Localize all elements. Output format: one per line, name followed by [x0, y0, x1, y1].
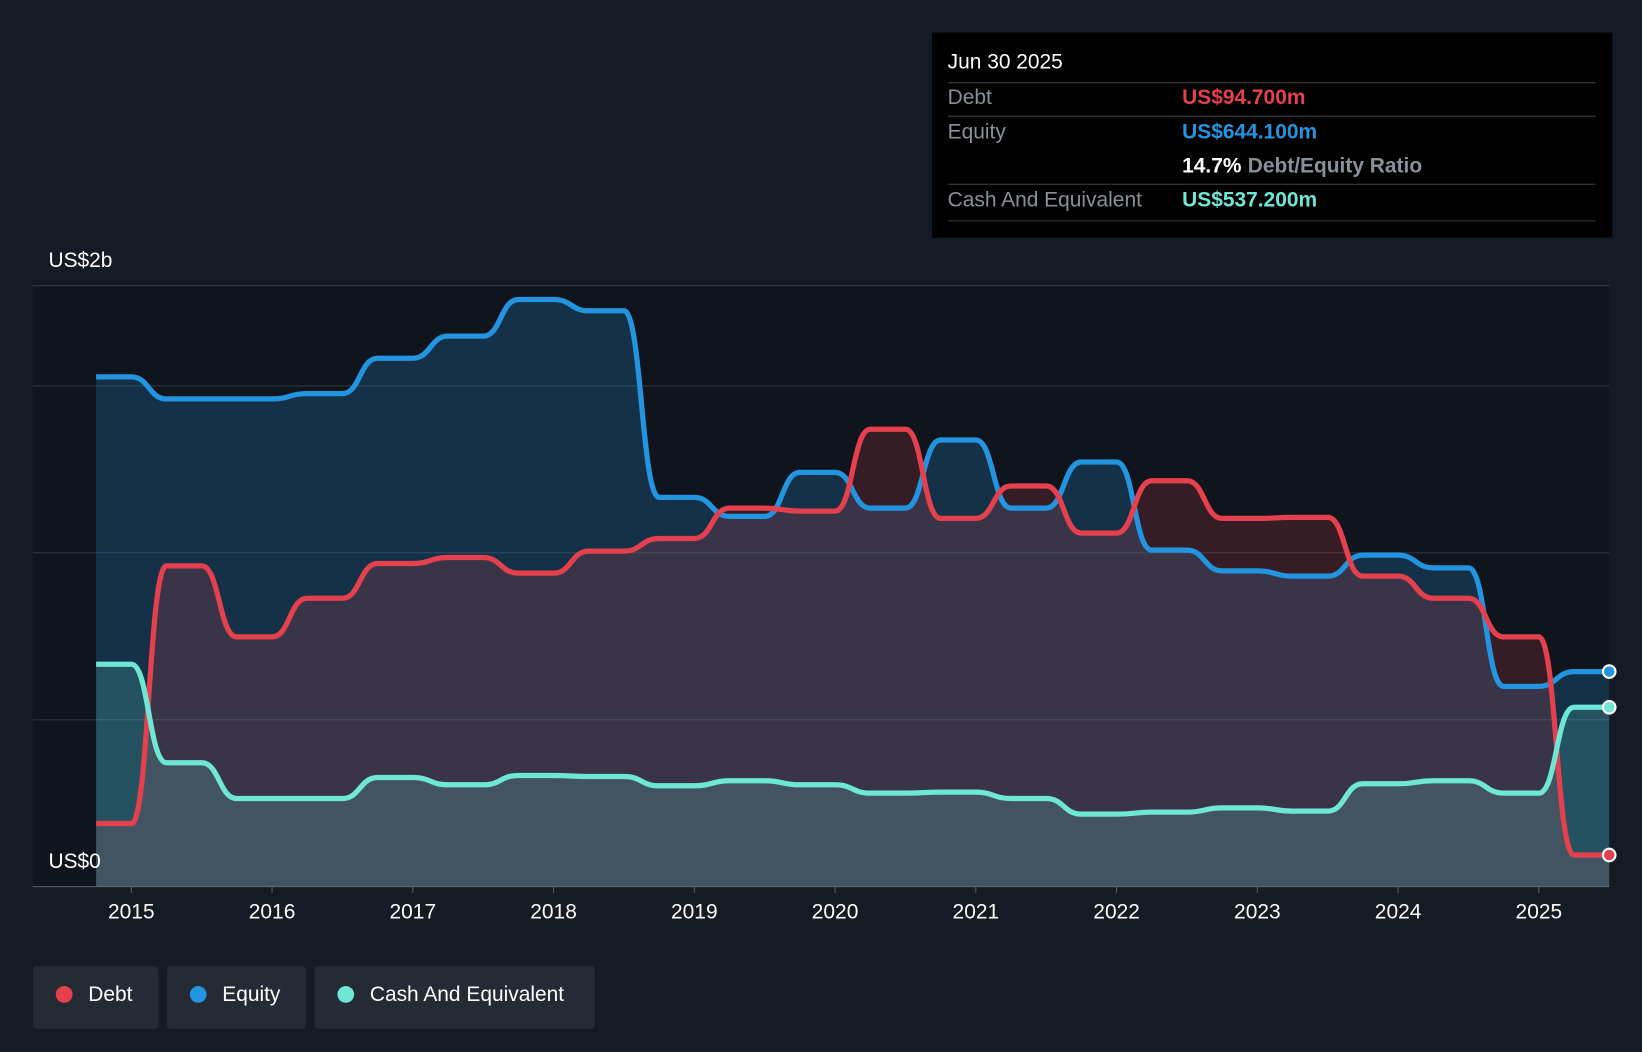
line [96, 426, 1610, 858]
x-tick-label: 2019 [671, 900, 718, 923]
tooltip-label: Cash And Equivalent [948, 189, 1142, 212]
legend-item[interactable]: Debt [32, 966, 159, 1029]
y-tick-label: US$2b [48, 249, 112, 272]
area [96, 429, 1610, 887]
x-tick-label: 2022 [1093, 900, 1140, 923]
legend-label: Debt [88, 983, 132, 1006]
legend-label: Cash And Equivalent [370, 983, 564, 1006]
ratio-label: Debt/Equity Ratio [1248, 154, 1422, 177]
x-tick-label: 2016 [249, 900, 296, 923]
end-marker [1601, 847, 1617, 863]
line [96, 661, 1610, 817]
area [96, 664, 1610, 887]
end-marker [1601, 664, 1617, 679]
tooltip-label: Equity [948, 120, 1007, 143]
legend-label: Equity [222, 983, 281, 1006]
ratio-value: 14.7% [1182, 154, 1242, 177]
tooltip-ratio: 14.7% Debt/Equity Ratio [1182, 154, 1422, 177]
legend: Debt Equity Cash And Equivalent [32, 966, 595, 1029]
x-tick-label: 2018 [530, 900, 577, 923]
x-tick-label: 2024 [1375, 900, 1422, 923]
x-tick-label: 2015 [108, 900, 155, 923]
axes: US$0 US$2b 2015 2016 2017 2018 2019 2020 2021 202… [48, 249, 1562, 923]
y-tick-label: US$0 [48, 850, 100, 873]
tooltip-box [931, 32, 1613, 238]
x-tick-label: 2025 [1516, 900, 1563, 923]
x-tick-label: 2021 [953, 900, 1000, 923]
areas [96, 299, 1610, 887]
legend-item[interactable]: Cash And Equivalent [314, 966, 595, 1029]
legend-swatch [55, 986, 73, 1003]
lines [96, 296, 1617, 863]
legend-swatch [189, 986, 207, 1003]
tooltip-value: US$644.100m [1182, 120, 1317, 143]
tooltip-label: Debt [948, 86, 992, 109]
x-tick-label: 2023 [1234, 900, 1281, 923]
legend-swatch [337, 986, 355, 1003]
legend-button[interactable] [314, 966, 595, 1029]
line [96, 296, 1610, 689]
tooltip-value: US$94.700m [1182, 86, 1305, 109]
tooltip-date: Jun 30 2025 [948, 50, 1063, 73]
legend-item[interactable]: Equity [166, 966, 306, 1029]
tooltip: Jun 30 2025 Debt US$94.700m Equity US$64… [931, 32, 1613, 238]
tooltip-value: US$537.200m [1182, 189, 1317, 212]
x-tick-label: 2017 [390, 900, 437, 923]
end-marker [1601, 699, 1617, 715]
legend-button[interactable] [32, 966, 159, 1029]
area [96, 299, 1610, 887]
legend-button[interactable] [166, 966, 306, 1029]
x-tick-label: 2020 [812, 900, 859, 923]
